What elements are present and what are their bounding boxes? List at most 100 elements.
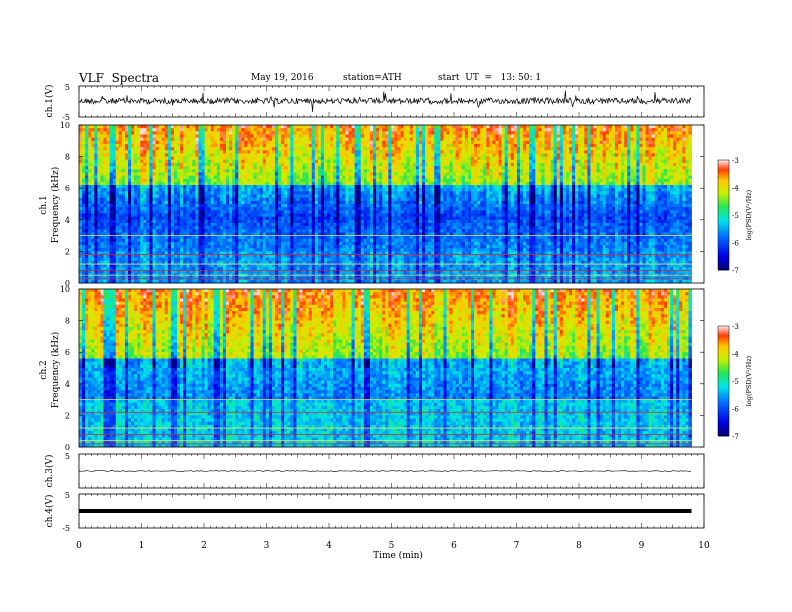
spectrogram-cell bbox=[293, 195, 296, 199]
spectrogram-cell bbox=[627, 160, 630, 164]
spectrogram-cell bbox=[260, 166, 263, 170]
spectrogram-cell bbox=[538, 160, 541, 164]
spectrogram-cell bbox=[263, 195, 266, 199]
spectrogram-cell bbox=[205, 185, 208, 189]
spectrogram-cell bbox=[140, 179, 143, 183]
spectrogram-cell bbox=[149, 176, 152, 180]
spectrogram-cell bbox=[79, 182, 82, 186]
spectrogram-cell bbox=[416, 191, 419, 195]
spectrogram-cell bbox=[306, 195, 309, 199]
spectrogram-cell bbox=[232, 147, 235, 151]
spectrogram-cell bbox=[422, 144, 425, 148]
spectrogram-cell bbox=[636, 172, 639, 176]
spectrogram-cell bbox=[434, 138, 437, 142]
spectrogram-cell bbox=[134, 138, 137, 142]
spectrogram-cell bbox=[355, 131, 358, 135]
spectrogram-cell bbox=[287, 160, 290, 164]
spectrogram-cell bbox=[211, 138, 214, 142]
spectrogram-cell bbox=[336, 157, 339, 161]
spectrogram-cell bbox=[232, 144, 235, 148]
spectrogram-cell bbox=[667, 153, 670, 157]
spectrogram-cell bbox=[548, 141, 551, 145]
spectrogram-cell bbox=[425, 182, 428, 186]
spectrogram-cell bbox=[407, 195, 410, 199]
spectrogram-cell bbox=[272, 138, 275, 142]
spectrogram-cell bbox=[379, 144, 382, 148]
spectrogram-cell bbox=[247, 160, 250, 164]
spectrogram-cell bbox=[587, 157, 590, 161]
spectrogram-cell bbox=[336, 185, 339, 189]
spectrogram-cell bbox=[410, 147, 413, 151]
spectrogram-cell bbox=[355, 141, 358, 145]
spectrogram-cell bbox=[633, 195, 636, 199]
spectrogram-cell bbox=[535, 185, 538, 189]
spectrogram-cell bbox=[159, 157, 162, 161]
spectrogram-cell bbox=[192, 188, 195, 192]
spectrogram-cell bbox=[624, 191, 627, 195]
spectrogram-cell bbox=[287, 147, 290, 151]
spectrogram-cell bbox=[290, 160, 293, 164]
spectrogram-cell bbox=[159, 166, 162, 170]
spectrogram-cell bbox=[300, 172, 303, 176]
spectrogram-cell bbox=[186, 153, 189, 157]
spectrogram-cell bbox=[85, 128, 88, 132]
spectrogram-cell bbox=[639, 179, 642, 183]
spectrogram-cell bbox=[474, 125, 477, 129]
spectrogram-cell bbox=[122, 160, 125, 164]
spectrogram-cell bbox=[673, 160, 676, 164]
spectrogram-cell bbox=[532, 185, 535, 189]
spectrogram-cell bbox=[425, 191, 428, 195]
spectrogram-cell bbox=[373, 125, 376, 129]
spectrogram-cell bbox=[303, 182, 306, 186]
spectrogram-cell bbox=[131, 188, 134, 192]
spectrogram-cell bbox=[526, 147, 529, 151]
spectrogram-cell bbox=[477, 169, 480, 173]
spectrogram-cell bbox=[532, 150, 535, 154]
spectrogram-cell bbox=[551, 166, 554, 170]
spectrogram-cell bbox=[229, 169, 232, 173]
spectrogram-cell bbox=[312, 163, 315, 167]
spectrogram-cell bbox=[483, 160, 486, 164]
spectrogram-cell bbox=[416, 176, 419, 180]
spectrogram-cell bbox=[303, 185, 306, 189]
spectrogram-cell bbox=[486, 166, 489, 170]
spectrogram-cell bbox=[391, 188, 394, 192]
spectrogram-cell bbox=[192, 169, 195, 173]
spectrogram-cell bbox=[633, 176, 636, 180]
spectrogram-cell bbox=[361, 128, 364, 132]
spectrogram-cell bbox=[171, 147, 174, 151]
spectrogram-cell bbox=[153, 125, 156, 129]
spectrogram-cell bbox=[208, 191, 211, 195]
spectrogram-cell bbox=[643, 169, 646, 173]
spectrogram-cell bbox=[235, 125, 238, 129]
spectrogram-cell bbox=[205, 198, 208, 202]
spectrogram-cell bbox=[327, 176, 330, 180]
spectrogram-cell bbox=[306, 179, 309, 183]
spectrogram-cell bbox=[345, 169, 348, 173]
spectrogram-cell bbox=[471, 128, 474, 132]
spectrogram-cell bbox=[345, 166, 348, 170]
spectrogram-cell bbox=[676, 134, 679, 138]
spectrogram-cell bbox=[284, 147, 287, 151]
spectrogram-cell bbox=[247, 138, 250, 142]
spectrogram-cell bbox=[603, 153, 606, 157]
spectrogram-cell bbox=[321, 198, 324, 202]
spectrogram-cell bbox=[413, 198, 416, 202]
spectrogram-cell bbox=[241, 153, 244, 157]
spectrogram-cell bbox=[618, 195, 621, 199]
spectrogram-cell bbox=[125, 195, 128, 199]
spectrogram-cell bbox=[272, 185, 275, 189]
spectrogram-cell bbox=[474, 131, 477, 135]
spectrogram-cell bbox=[217, 147, 220, 151]
spectrogram-cell bbox=[85, 131, 88, 135]
spectrogram-cell bbox=[278, 160, 281, 164]
spectrogram-cell bbox=[425, 138, 428, 142]
spectrogram-cell bbox=[385, 125, 388, 129]
spectrogram-cell bbox=[388, 125, 391, 129]
spectrogram-cell bbox=[88, 125, 91, 129]
spectrogram-cell bbox=[217, 172, 220, 176]
spectrogram-cell bbox=[327, 138, 330, 142]
spectrogram-cell bbox=[557, 131, 560, 135]
spectrogram-cell bbox=[97, 131, 100, 135]
spectrogram-cell bbox=[624, 157, 627, 161]
